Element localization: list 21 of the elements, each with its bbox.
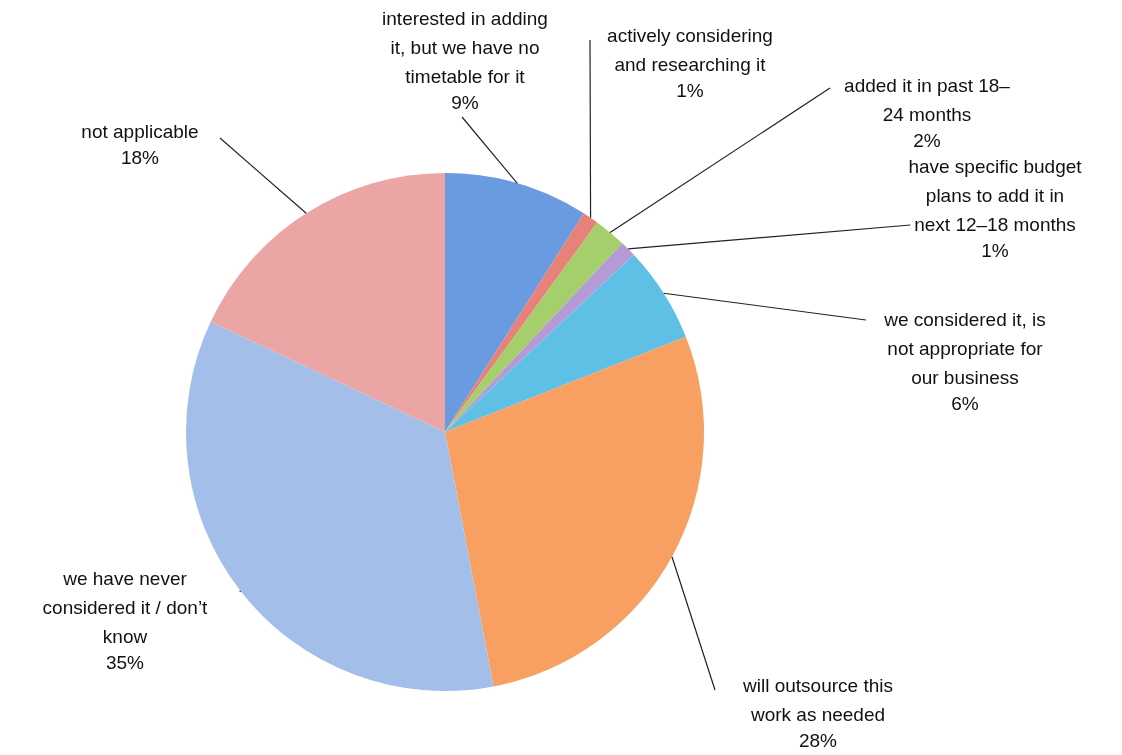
data-label: 35% xyxy=(105,652,145,673)
pie-slice xyxy=(445,254,686,432)
pie-slice xyxy=(445,173,584,432)
data-label: 6% xyxy=(951,393,979,414)
data-label: 9% xyxy=(451,92,479,113)
data-label: 2% xyxy=(913,130,941,151)
data-label: 28% xyxy=(798,730,838,751)
data-label: 1% xyxy=(981,240,1009,261)
pie-slice xyxy=(210,173,445,432)
pie-slice xyxy=(445,336,704,687)
data-label: 18% xyxy=(120,147,160,168)
slice-label: added it in past 18–24 months xyxy=(844,75,1011,125)
pie-slice xyxy=(445,213,598,432)
slice-label: we have never considered it / don’t know xyxy=(42,568,209,647)
slice-label: not applicable xyxy=(81,121,199,142)
slice-label: have specific budget plans to add it in next 12–18 months xyxy=(908,156,1083,235)
slice-label: we considered it, is not appropriate for our business xyxy=(883,309,1046,388)
slice-label: interested in adding it, but we have no timetable for it xyxy=(382,8,548,87)
data-label: 1% xyxy=(676,80,704,101)
slice-label: will outsource this work as needed xyxy=(742,675,893,725)
slice-label: actively considering and researching it xyxy=(607,25,773,75)
